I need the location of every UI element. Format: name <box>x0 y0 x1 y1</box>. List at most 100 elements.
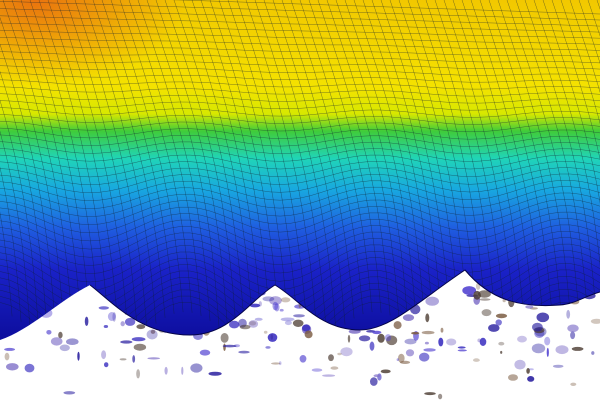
speckle <box>279 308 284 312</box>
speckle <box>402 314 415 321</box>
speckle <box>405 349 415 357</box>
speckle <box>322 374 336 377</box>
speckle <box>386 335 398 346</box>
mesh-column <box>524 0 598 327</box>
mesh-column <box>335 0 409 328</box>
speckle <box>500 350 503 354</box>
speckle <box>164 366 168 375</box>
speckle <box>284 320 292 326</box>
mesh-row <box>0 15 600 33</box>
mesh-column <box>146 0 220 329</box>
mesh-column <box>560 0 600 340</box>
mesh-column <box>515 0 589 320</box>
mesh-column <box>137 0 211 322</box>
speckle <box>274 303 280 312</box>
speckle <box>337 352 342 356</box>
speckle <box>181 366 184 375</box>
mesh-column <box>281 0 355 319</box>
speckle <box>525 305 534 309</box>
speckle <box>120 340 133 344</box>
speckle <box>58 331 63 339</box>
mesh-column <box>533 0 600 335</box>
speckle <box>59 344 70 352</box>
mesh-column <box>155 0 229 337</box>
speckle <box>302 324 311 332</box>
speckle <box>457 346 466 349</box>
mesh-row <box>0 237 600 274</box>
speckle <box>566 309 571 319</box>
sheet-hotspot <box>0 0 600 340</box>
speckle <box>544 336 551 346</box>
speckle <box>50 337 63 346</box>
mesh-column <box>263 0 337 333</box>
speckle <box>488 324 500 332</box>
speckle <box>473 358 480 362</box>
mesh-row <box>0 192 600 217</box>
speckle <box>223 343 226 351</box>
speckle <box>103 325 109 328</box>
mesh-column <box>110 0 184 313</box>
mesh-column <box>569 0 600 340</box>
mesh-row <box>0 0 600 21</box>
mesh-column <box>308 0 382 313</box>
speckle <box>136 324 146 330</box>
speckle <box>532 322 543 332</box>
speckle <box>479 298 491 301</box>
speckle <box>481 309 492 317</box>
speckle <box>63 391 76 395</box>
mesh-row <box>0 173 600 193</box>
mesh-column <box>317 0 391 316</box>
mesh-column <box>497 0 571 313</box>
speckle <box>424 341 429 345</box>
mesh-row <box>0 302 600 340</box>
speckle <box>4 347 16 351</box>
mesh-row <box>0 199 600 225</box>
speckle <box>479 337 487 346</box>
speckle <box>570 331 576 340</box>
speckle <box>531 343 546 354</box>
speckle <box>271 362 281 365</box>
speckle <box>299 355 307 363</box>
speckle <box>269 296 282 306</box>
mesh-column <box>0 0 67 340</box>
speckle <box>272 301 279 311</box>
mesh-column <box>65 0 139 340</box>
speckle <box>385 334 392 342</box>
speckle <box>136 369 141 379</box>
speckle <box>546 347 549 357</box>
mesh-column <box>0 0 22 322</box>
speckle <box>304 330 313 339</box>
speckle <box>358 335 371 342</box>
mesh-row <box>0 205 600 234</box>
speckle <box>369 341 375 351</box>
speckle <box>514 359 526 370</box>
mesh-column <box>488 0 562 313</box>
mesh-row <box>0 161 600 178</box>
mesh-column <box>443 0 517 340</box>
speckle <box>254 317 263 321</box>
speckle <box>6 363 19 371</box>
mesh-row <box>0 58 600 70</box>
speckle <box>101 350 107 360</box>
speckle <box>377 333 385 343</box>
speckle <box>120 321 125 327</box>
mesh-column <box>236 0 310 340</box>
mesh-row <box>0 211 600 242</box>
mesh-column <box>101 0 175 314</box>
speckle <box>292 319 304 327</box>
mesh-column <box>164 0 238 340</box>
speckle <box>190 363 203 373</box>
speckle <box>555 345 569 355</box>
speckle <box>265 346 271 349</box>
mesh-column <box>326 0 400 321</box>
speckle <box>98 306 110 310</box>
mesh-row <box>0 51 600 64</box>
speckle <box>267 333 278 342</box>
speckle <box>132 355 136 363</box>
speckle <box>567 324 579 333</box>
mesh-column <box>47 0 121 340</box>
speckle <box>398 353 405 363</box>
speckle <box>370 377 378 386</box>
speckle <box>262 296 275 302</box>
